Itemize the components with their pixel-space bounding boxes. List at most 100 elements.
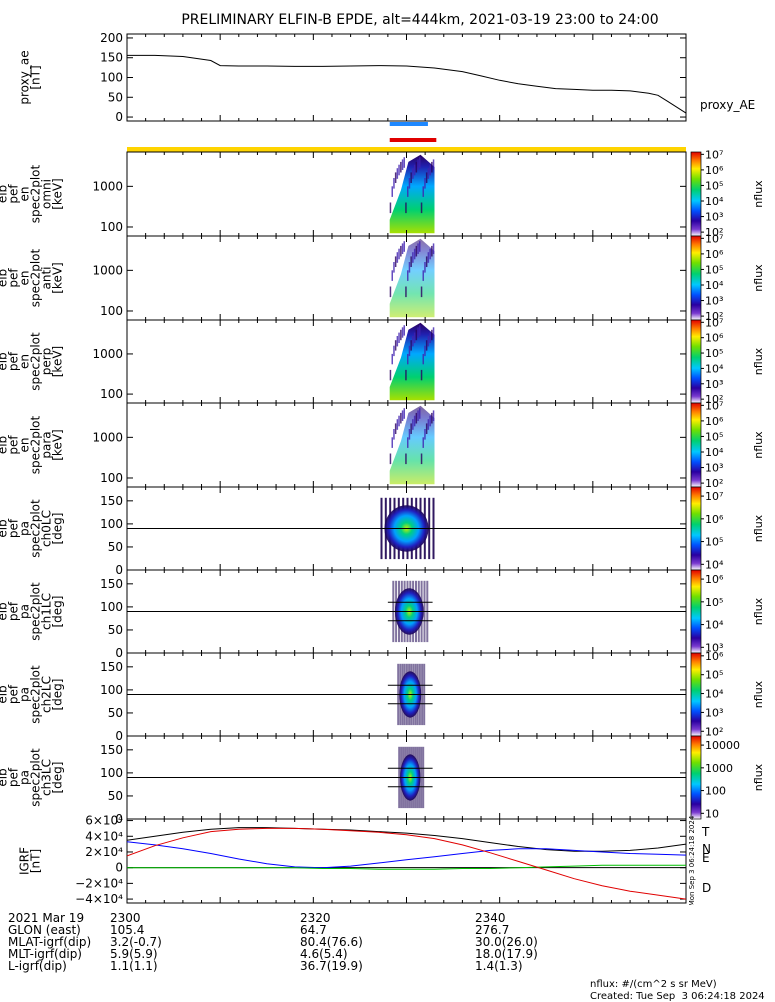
spectrum-speck [410,340,412,351]
en-panel-2-ylabel-line: en [18,271,32,286]
spectrum-speck [410,423,412,434]
en-panel-3-ylabel-line: spec2plot [29,332,43,391]
spectrum-speck [407,186,409,197]
colorbar-title: nflux [752,180,765,208]
y-tick-label: 100 [100,220,123,234]
pa-panel-3-ylabel-line: pa [18,770,32,785]
spectrum-speck [408,262,411,273]
en-panel-2-spectrum [389,238,435,318]
y-tick-label: 0 [115,812,123,826]
igrf-ylabel-line: IGRF [18,847,32,875]
spectrum-speck [431,161,433,173]
pa-panel-2-ylabel-line: pa [18,687,32,702]
pa-panel-3-ylabel-line: ch3LC [40,759,54,796]
spectrum-speck [425,256,428,267]
en-panel-1-ylabel-line: spec2plot [29,164,43,223]
en-panel-4-ylabel-line: [keV] [51,429,65,460]
spectrum-speck [417,410,419,421]
spectrum-speck [420,202,423,214]
en-panel-2-ylabel-line: pef [7,268,21,288]
pa-panel-3-colorbar [690,735,702,820]
spectrum-speck [400,161,402,173]
elfin-summary-plot: PRELIMINARY ELFIN-B EPDE, alt=444km, 202… [0,12,765,905]
pa-panel-1-ylabel-line: spec2plot [29,582,43,641]
spectrum-speck [429,332,431,343]
spectrum-speck [420,286,423,298]
proxy-ae-ylabel-line: [nT] [29,65,43,89]
spectrum-speck [420,453,423,465]
colorbar-label: 10⁷ [705,490,723,503]
pa-panel-0-ylabel-line: ch0LC [40,510,54,547]
en-panel-4-ylabel-line: spec2plot [29,415,43,474]
spectrum-speck [413,415,416,427]
y-tick-label: 100 [100,517,123,531]
colorbar-title: nflux [752,763,765,791]
pa-panel-1-ylabel-line: pef [7,601,21,621]
y-tick-label: 1000 [92,179,123,193]
spectrum-speck [422,186,424,197]
spectrum-speck [405,453,407,465]
footer-row-value: 1.4(1.3) [475,959,523,973]
spectrum-speck [400,412,402,424]
en-panel-1-ylabel-line: omni [40,179,54,209]
spectrum-speck [408,429,411,440]
spectrum-speck [405,286,407,298]
spectrum-speck [419,241,421,252]
spectrum-speck [403,408,405,419]
spectrum-speck [424,262,426,273]
pa-panel-0-ylabel-line: pef [7,518,21,538]
spectrum-speck [424,429,426,440]
colorbar-label: 10² [705,310,723,323]
igrf-side-stamp: Mon Sep 3 06:24:18 2024 [688,815,696,905]
colorbar-label: 10⁴ [705,195,724,208]
pa-panel-3-ylabel-line: elb [0,768,10,786]
colorbar-title: nflux [752,347,765,375]
spectrum-speck [400,329,402,341]
y-tick-label: 50 [108,706,123,720]
pa-panel-0-ylabel-line: pa [18,521,32,536]
pa-panel-1-ylabel-line: ch1LC [40,593,54,630]
en-panel-2-ylabel-line: anti [40,267,54,290]
igrf-ylabel-line: [nT] [29,849,43,873]
spectrum-speck [401,243,404,254]
igrf-legend-N: N [702,842,711,856]
colorbar-label: 10000 [705,739,740,752]
footer-row-value: 30.0(26.0) [475,935,538,949]
y-tick-label: 100 [100,71,123,85]
spectrum-speck [393,429,395,440]
y-tick-label: 4×10⁴ [85,829,123,843]
spectrum-speck [413,248,416,260]
coverage-bar [127,147,686,152]
created-timestamp: Created: Tue Sep 3 06:24:18 2024 [590,991,765,1002]
science-zone-bar [389,122,428,126]
spectrum-speck [425,423,428,434]
colorbar-label: 10³ [705,706,723,719]
proxy-ae-line [127,54,687,114]
spectrum-speck [432,410,435,421]
en-panel-4-ylabel-line: pef [7,435,21,455]
colorbar-label: 10⁶ [705,248,724,261]
en-panel-1-ylabel-line: en [18,187,32,202]
colorbar-label: 10⁷ [705,232,723,245]
spectrum-speck [415,329,418,341]
spectrum-speck [419,157,421,168]
en-panel-1-spectrum [389,154,435,234]
footer-row-label: 2021 Mar 19 [8,911,85,925]
colorbar-label: 1000 [705,762,733,775]
y-tick-label: 0 [115,110,123,124]
spectrum-speck [432,159,435,170]
spectrum-speck [415,412,418,424]
spectrum-speck [422,437,424,448]
colorbar-label: 10⁵ [705,347,723,360]
spectrum-speck [407,353,409,365]
colorbar-label: 10⁵ [705,263,723,276]
colorbar-label: 10⁵ [705,536,723,549]
pa-panel-2-ylabel-line: [deg] [51,679,65,711]
en-panel-3-ylabel-line: [keV] [51,346,65,377]
spectrum-speck [410,256,412,267]
colorbar-title: nflux [752,514,765,542]
spectrum-speck [432,243,435,254]
pa-panel-2-colorbar [690,652,702,737]
colorbar-label: 10⁶ [705,332,724,345]
en-panel-1-ylabel-line: elb [0,185,10,203]
